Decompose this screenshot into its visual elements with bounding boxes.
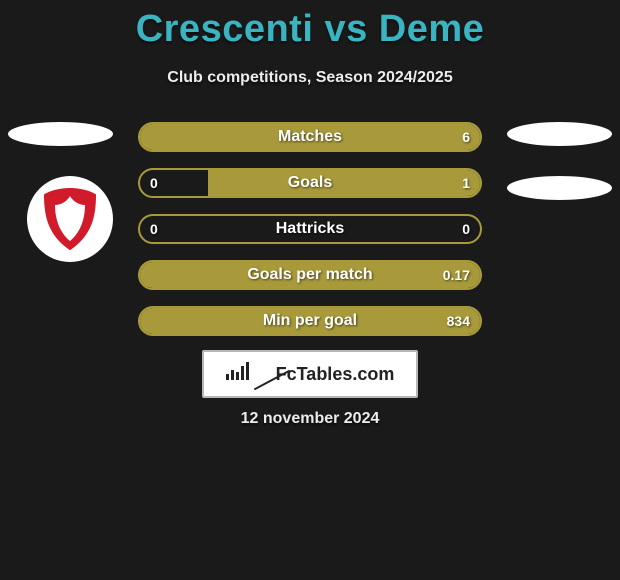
stats-rows: 6Matches01Goals00Hattricks0.17Goals per … — [138, 122, 482, 352]
stat-row: 6Matches — [138, 122, 482, 152]
stat-label: Hattricks — [140, 220, 480, 238]
club-badge-left — [27, 176, 113, 262]
player-right-placeholder-1 — [507, 122, 612, 146]
date-label: 12 november 2024 — [0, 410, 620, 428]
chart-icon — [226, 362, 270, 386]
player-right-placeholder-2 — [507, 176, 612, 200]
fctables-logo[interactable]: FcTables.com — [202, 350, 418, 398]
stat-fill-right — [208, 170, 480, 196]
stat-row: 834Min per goal — [138, 306, 482, 336]
stat-row: 01Goals — [138, 168, 482, 198]
page-title: Crescenti vs Deme — [0, 0, 620, 51]
stat-value-left: 0 — [150, 221, 158, 237]
shield-icon — [41, 186, 99, 252]
subtitle: Club competitions, Season 2024/2025 — [0, 69, 620, 87]
logo-text: FcTables.com — [276, 364, 395, 385]
stat-fill-right — [140, 262, 480, 288]
stat-value-left: 0 — [150, 175, 158, 191]
stat-row: 0 0Hattricks — [138, 214, 482, 244]
player-left-placeholder-1 — [8, 122, 113, 146]
stat-fill-right — [140, 124, 480, 150]
stat-row: 0.17Goals per match — [138, 260, 482, 290]
stat-value-right: 0 — [462, 221, 470, 237]
stat-fill-right — [140, 308, 480, 334]
